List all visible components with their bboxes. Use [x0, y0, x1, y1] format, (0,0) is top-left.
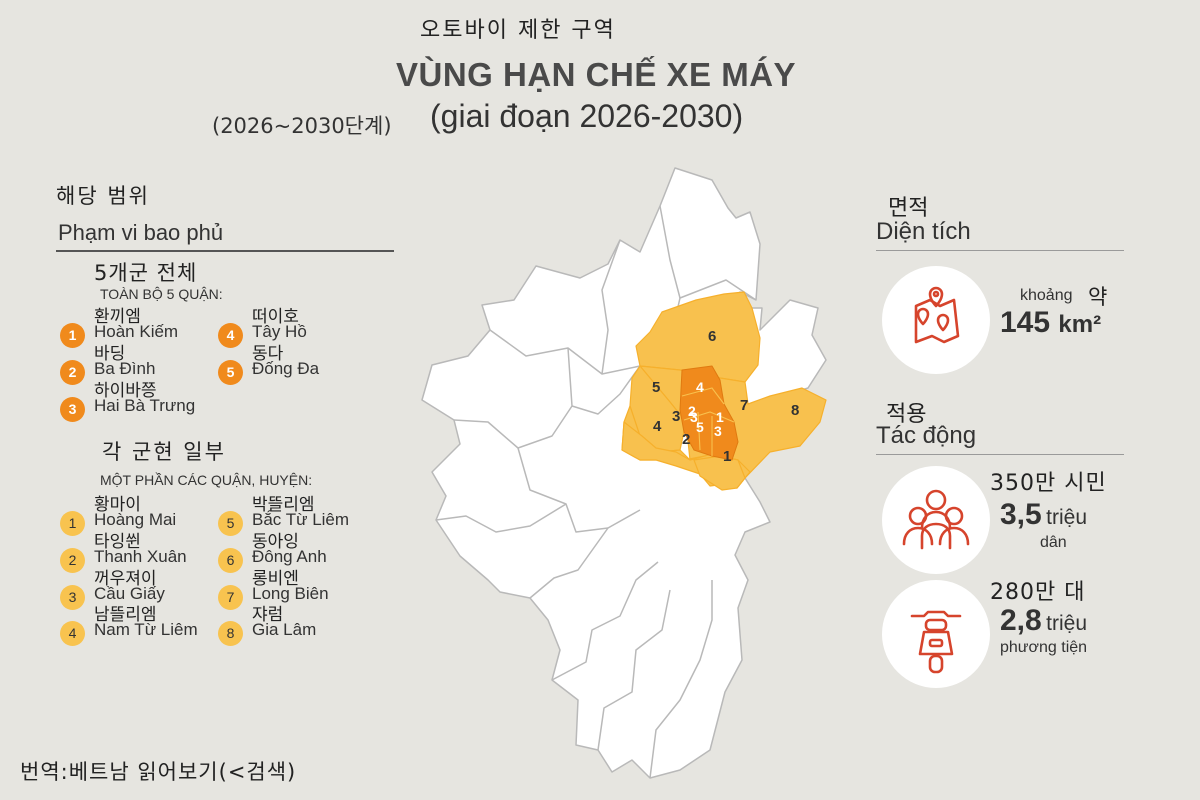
district-name-vietnamese: Đống Đa — [252, 359, 320, 378]
district-name-vietnamese: Ba Đình — [94, 359, 156, 378]
footer-credit: 번역:베트남 읽어보기(<검색) — [20, 760, 297, 784]
number-badge: 4 — [60, 621, 85, 646]
map-label-6: 6 — [708, 328, 716, 345]
district-name-korean: 남뜰리엠 — [94, 605, 157, 625]
vehicles-korean: 280만 대 — [990, 580, 1086, 605]
map-label-7: 7 — [740, 397, 748, 414]
subtitle-korean: (2026~2030단계) — [212, 114, 392, 138]
number-badge: 5 — [218, 360, 243, 385]
district-name-vietnamese: Bắc Từ Liêm — [252, 510, 350, 529]
scooter-icon — [910, 610, 962, 674]
number-badge: 2 — [60, 548, 85, 573]
district-name-vietnamese: Nam Từ Liêm — [94, 620, 198, 639]
map-label-1-inner: 1 — [716, 409, 724, 425]
map-label-2-inner: 2 — [688, 403, 696, 419]
map-label-4-outer: 4 — [653, 418, 662, 435]
district-name-vietnamese: Long Biên — [252, 584, 329, 603]
full-heading-korean: 5개군 전체 — [94, 261, 198, 285]
title-korean: 오토바이 제한 구역 — [420, 18, 616, 43]
map-label-8: 8 — [791, 402, 799, 419]
map-label-4-inner: 4 — [696, 379, 704, 395]
number-badge: 4 — [218, 323, 243, 348]
district-name-vietnamese: Gia Lâm — [252, 620, 317, 639]
number-badge: 6 — [218, 548, 243, 573]
number-badge: 5 — [218, 511, 243, 536]
coverage-heading-korean: 해당 범위 — [56, 184, 150, 208]
vehicles-value: 2,8 triệu — [1000, 604, 1087, 638]
map-label-1-outer: 1 — [723, 448, 731, 465]
district-name-korean: 황마이 — [94, 495, 141, 515]
full-districts-region — [679, 365, 739, 461]
impact-divider — [876, 454, 1124, 455]
district-name-korean: 바딩 — [94, 344, 126, 364]
district-name-korean: 롱비엔 — [252, 569, 299, 589]
map-label-3-outer: 3 — [672, 408, 680, 425]
area-icon-circle — [882, 266, 990, 374]
area-divider — [876, 250, 1124, 251]
impact-heading-korean: 적용 — [886, 402, 927, 427]
number-badge: 7 — [218, 585, 243, 610]
map-label-5-inner: 5 — [696, 419, 704, 435]
number-badge: 8 — [218, 621, 243, 646]
map-label-2-outer: 2 — [682, 431, 690, 448]
district-name-vietnamese: Tây Hồ — [252, 322, 307, 341]
coverage-heading-vietnamese: Phạm vi bao phủ — [58, 220, 224, 245]
number-badge: 1 — [60, 511, 85, 536]
district-name-vietnamese: Đông Anh — [252, 547, 327, 566]
district-name-vietnamese: Cầu Giấy — [94, 584, 165, 603]
subtitle-vietnamese: (giai đoạn 2026-2030) — [430, 98, 744, 134]
title-vietnamese: VÙNG HẠN CHẾ XE MÁY — [396, 56, 797, 93]
map-base-region — [421, 167, 827, 779]
district-name-korean: 박뜰리엠 — [252, 495, 315, 515]
people-number: 3,5 — [1000, 498, 1042, 531]
area-prefix-korean: 약 — [1088, 285, 1108, 309]
vehicles-label: phương tiện — [1000, 639, 1088, 656]
hanoi-map: 6 5 7 8 4 3 2 1 4 2 1 5 3 3 — [421, 167, 827, 779]
area-heading-vietnamese: Diện tích — [876, 218, 971, 245]
area-number: 145 — [1000, 306, 1051, 339]
district-name-korean: 쟈럼 — [252, 605, 284, 625]
district-name-korean: 하이바쯩 — [94, 381, 157, 401]
people-label: dân — [1040, 534, 1067, 551]
full-heading-vietnamese: TOÀN BỘ 5 QUẬN: — [100, 286, 223, 302]
people-icon-circle — [882, 466, 990, 574]
people-icon — [902, 489, 970, 550]
area-heading-korean: 면적 — [888, 196, 929, 221]
district-name-korean: 동다 — [252, 344, 284, 364]
vehicles-number: 2,8 — [1000, 604, 1042, 637]
district-name-vietnamese: Hoàn Kiếm — [94, 322, 179, 341]
area-prefix-vietnamese: khoảng — [1020, 287, 1073, 304]
number-badge: 3 — [60, 397, 85, 422]
people-value: 3,5 triệu — [1000, 498, 1087, 532]
partial-heading-vietnamese: MỘT PHẦN CÁC QUẬN, HUYỆN: — [100, 472, 313, 488]
impact-heading-vietnamese: Tác động — [876, 422, 977, 449]
map-label-5-outer: 5 — [652, 379, 660, 396]
district-name-korean: 환끼엠 — [94, 307, 141, 327]
partial-heading-korean: 각 군현 일부 — [102, 440, 226, 464]
area-value: 145 km² — [1000, 306, 1101, 340]
vehicles-unit: triệu — [1046, 612, 1088, 635]
number-badge: 2 — [60, 360, 85, 385]
district-name-vietnamese: Thanh Xuân — [94, 547, 187, 566]
district-name-korean: 떠이호 — [252, 307, 299, 327]
coverage-divider — [56, 250, 394, 252]
district-name-korean: 꺼우져이 — [94, 569, 157, 589]
district-name-vietnamese: Hai Bà Trưng — [94, 396, 196, 415]
map-label-3-inner-b: 3 — [690, 409, 698, 425]
people-unit: triệu — [1046, 506, 1088, 529]
number-badge: 1 — [60, 323, 85, 348]
vehicles-icon-circle — [882, 580, 990, 688]
people-korean: 350만 시민 — [990, 471, 1107, 496]
district-name-korean: 타잉쒼 — [94, 532, 141, 552]
number-badge: 3 — [60, 585, 85, 610]
map-pin-icon — [914, 286, 960, 344]
map-label-3-inner-a: 3 — [714, 423, 722, 439]
district-name-korean: 동아잉 — [252, 532, 299, 552]
area-unit: km² — [1058, 311, 1102, 338]
district-name-vietnamese: Hoàng Mai — [94, 510, 177, 529]
